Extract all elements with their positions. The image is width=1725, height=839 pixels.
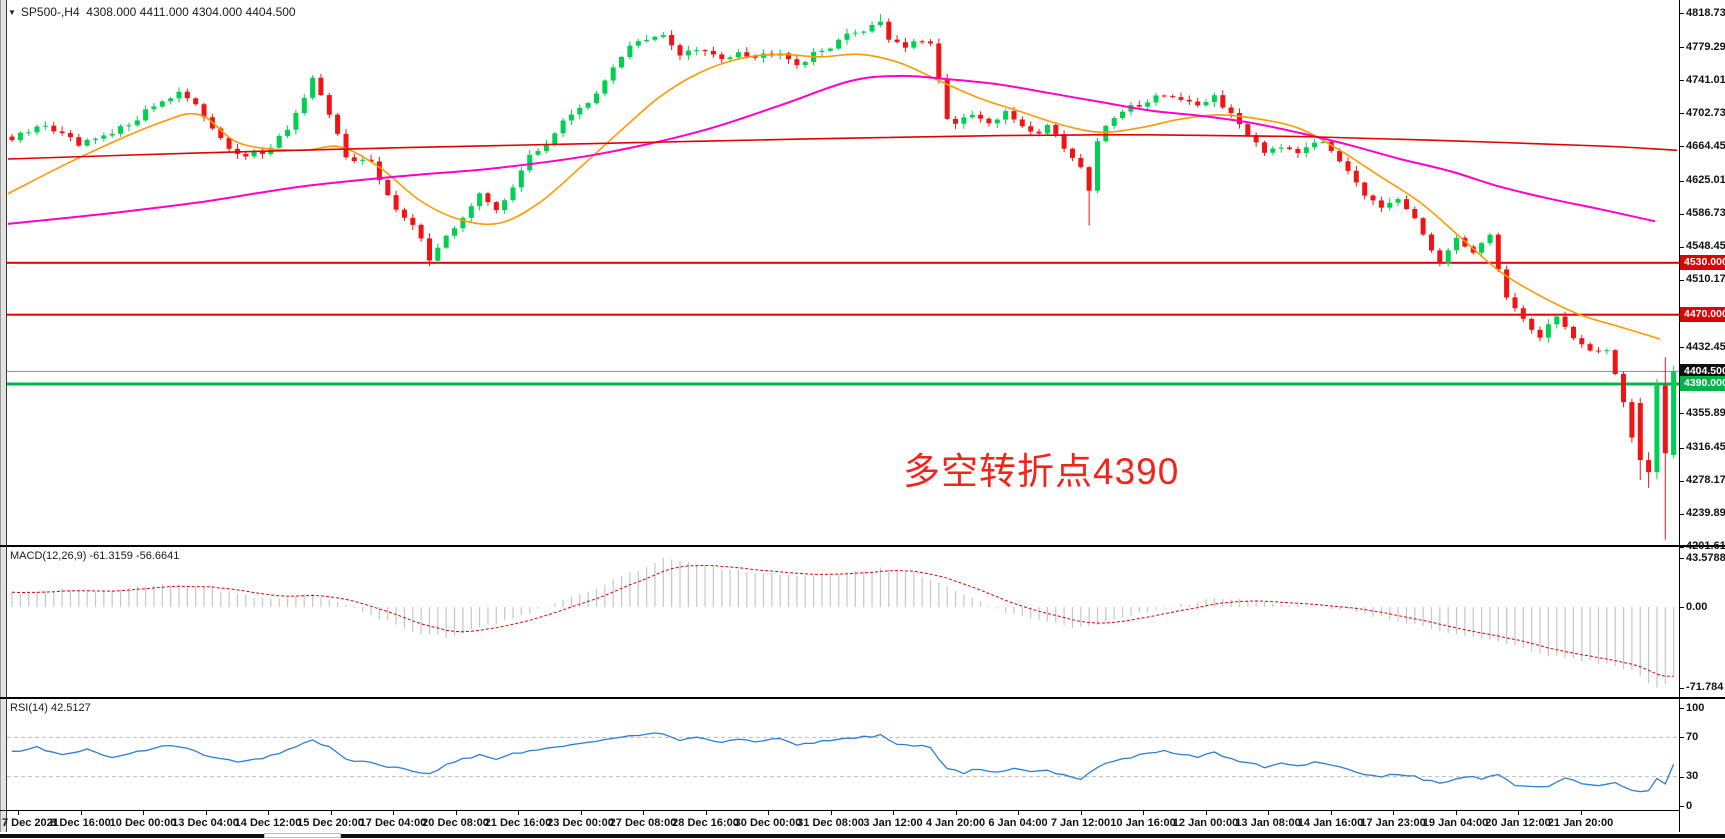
rsi-axis-label: 0 [1686, 799, 1693, 812]
scrollbar-track-left[interactable] [0, 834, 264, 838]
time-tick-label: 8 Dec 16:00 [50, 817, 111, 829]
time-tick-label: 13 Jan 08:00 [1235, 817, 1301, 829]
time-tick-label: 21 Jan 20:00 [1547, 817, 1614, 829]
price-tick-label: 4432.450 [1686, 340, 1725, 353]
time-tick-label: 12 Jan 00:00 [1172, 817, 1239, 829]
price-line-badge: 4470.000 [1680, 307, 1725, 323]
rsi-panel-layer [7, 732, 1679, 793]
time-tick-label: 17 Jan 23:00 [1360, 817, 1426, 829]
price-tick-label: 4278.170 [1686, 474, 1725, 487]
price-tick-label: 4664.450 [1686, 139, 1725, 152]
time-tick-label: 20 Dec 08:00 [422, 817, 489, 829]
time-tick-label: 28 Dec 16:00 [672, 817, 739, 829]
macd-axis-label: 0.00 [1686, 600, 1708, 613]
macd-panel-layer [11, 557, 1675, 688]
time-tick-label: 6 Jan 04:00 [988, 817, 1048, 829]
time-tick-label: 7 Jan 12:00 [1050, 817, 1111, 829]
horizontal-line-4470 [7, 313, 1679, 316]
price-tick-label: 4779.290 [1686, 40, 1725, 53]
price-axis-border [1679, 0, 1680, 832]
macd-axis-label: -71.784 [1686, 681, 1724, 694]
price-tick-label: 4818.730 [1686, 6, 1725, 19]
price-line-badge: 4404.500 [1680, 363, 1725, 379]
window-left-splitter[interactable] [0, 0, 7, 832]
chart-annotation-text[interactable]: 多空转折点4390 [903, 451, 1180, 492]
price-tick-label: 4548.450 [1686, 240, 1725, 253]
horizontal-scrollbar[interactable] [0, 832, 1725, 839]
time-tick-label: 7 Dec 2021 [2, 817, 59, 829]
price-line-badge: 4390.000 [1680, 376, 1725, 392]
horizontal-line-4390 [7, 382, 1679, 386]
rsi-axis-label: 70 [1686, 730, 1699, 743]
price-tick-label: 4355.890 [1686, 406, 1725, 419]
time-tick-label: 23 Dec 00:00 [547, 817, 614, 829]
time-tick-label: 30 Dec 00:00 [734, 817, 802, 829]
macd-signal-line [11, 564, 1674, 677]
time-tick-label: 20 Jan 12:00 [1485, 817, 1551, 829]
chart-header: ▼ SP500-,H4 4308.000 4411.000 4304.000 4… [8, 5, 296, 19]
scrollbar-thumb[interactable] [264, 833, 341, 838]
price-tick-label: 4741.010 [1686, 73, 1725, 86]
time-tick-label: 4 Jan 20:00 [925, 817, 986, 829]
time-tick-label: 14 Dec 12:00 [234, 817, 302, 829]
time-tick-label: 19 Jan 04:00 [1422, 817, 1489, 829]
time-tick-label: 17 Dec 04:00 [359, 817, 427, 829]
time-tick-label: 27 Dec 08:00 [609, 817, 677, 829]
time-tick-label: 21 Dec 16:00 [484, 817, 552, 829]
price-tick-label: 4586.730 [1686, 207, 1725, 220]
panel-splitter-rsi[interactable] [0, 697, 1725, 699]
rsi-axis-label: 100 [1686, 701, 1705, 714]
price-tick-label: 4625.010 [1686, 174, 1725, 187]
time-tick-label: 3 Jan 12:00 [863, 817, 923, 829]
price-line-badge: 4530.000 [1680, 255, 1725, 271]
macd-axis-label: 43.5788 [1686, 551, 1725, 564]
price-tick-label: 4239.890 [1686, 507, 1725, 520]
time-tick-label: 14 Jan 16:00 [1297, 817, 1364, 829]
time-axis-border [0, 810, 1680, 811]
price-tick-label: 4201.610 [1686, 540, 1725, 553]
time-tick-label: 10 Dec 00:00 [109, 817, 177, 829]
candles-layer [9, 14, 1677, 540]
price-tick-label: 4702.730 [1686, 106, 1725, 119]
time-tick-label: 15 Dec 20:00 [297, 817, 364, 829]
symbol-ohlc-label: SP500-,H4 4308.000 4411.000 4304.000 440… [20, 5, 296, 19]
rsi-indicator-label: RSI(14) 42.5127 [10, 702, 91, 714]
ma-slow-red [7, 133, 1678, 160]
ma-fast-orange [7, 53, 1661, 340]
horizontal-line-4404.5 [7, 370, 1679, 372]
price-tick-label: 4510.170 [1686, 273, 1725, 286]
horizontal-line-4530 [7, 261, 1679, 264]
panel-splitter-macd[interactable] [0, 545, 1725, 547]
price-tick-label: 4316.450 [1686, 441, 1725, 454]
rsi-line [11, 732, 1675, 793]
price-panel-layer [7, 14, 1679, 540]
chevron-down-icon[interactable]: ▼ [8, 7, 16, 17]
time-tick-label: 13 Dec 04:00 [172, 817, 239, 829]
time-tick-label: 31 Dec 08:00 [797, 817, 864, 829]
time-tick-label: 10 Jan 16:00 [1110, 817, 1176, 829]
macd-indicator-label: MACD(12,26,9) -61.3159 -56.6641 [10, 550, 180, 562]
rsi-axis-label: 30 [1686, 770, 1699, 783]
scrollbar-track-right[interactable] [341, 834, 1725, 838]
ma-mid-magenta [7, 74, 1656, 225]
